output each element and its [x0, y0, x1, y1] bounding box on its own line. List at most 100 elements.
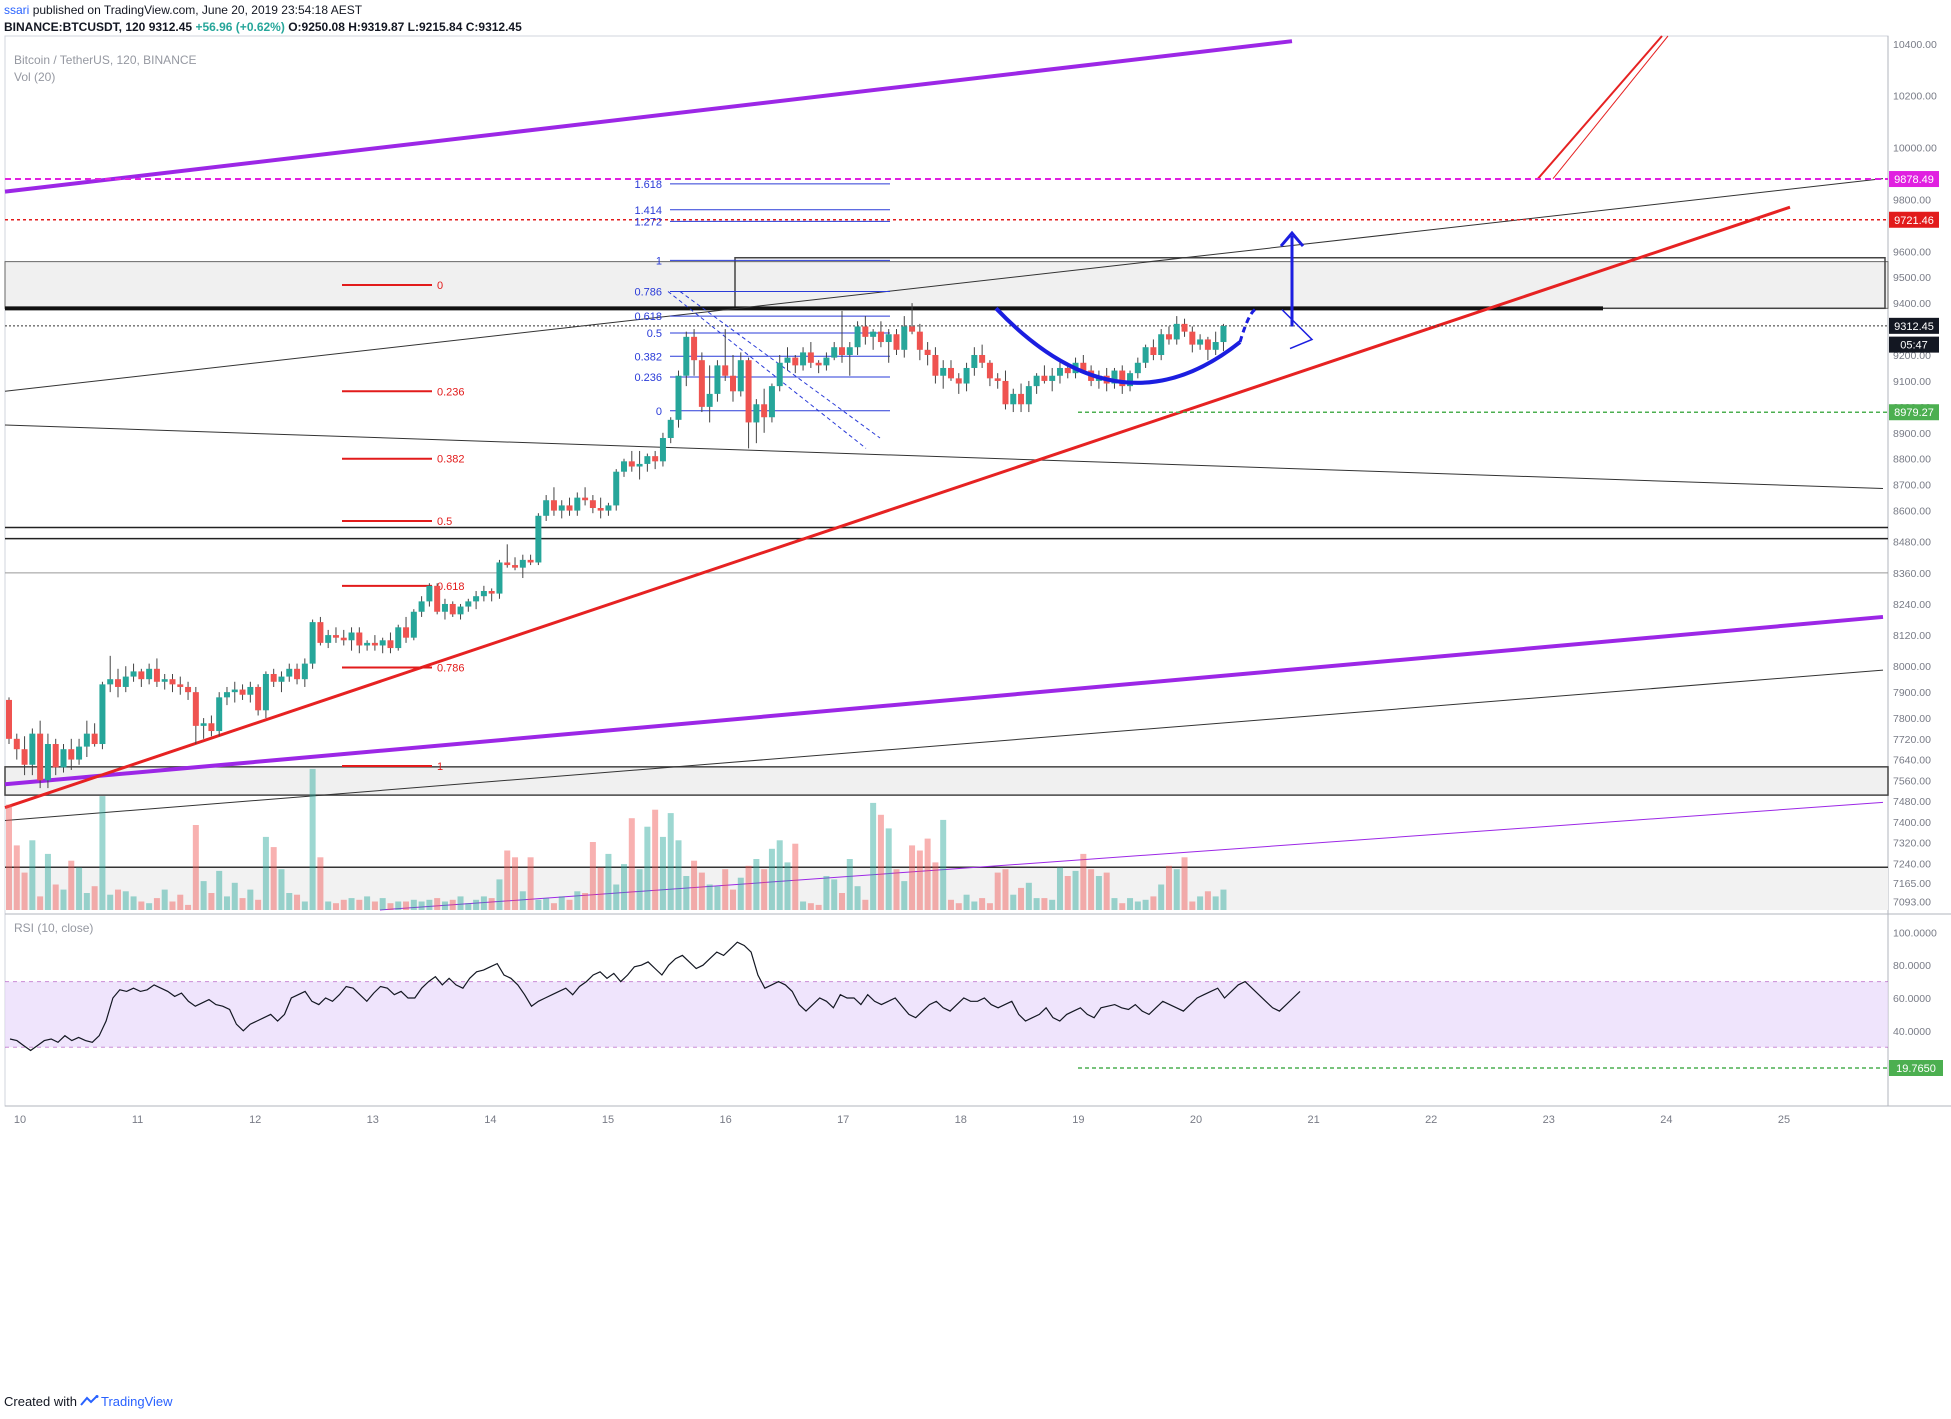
volume-bar [200, 881, 207, 910]
candle-body [504, 562, 511, 566]
volume-bar [99, 796, 106, 910]
volume-bar [169, 901, 176, 910]
volume-bar [21, 872, 28, 910]
candle-body [1033, 375, 1040, 387]
candle-body [870, 331, 877, 337]
candle-body [473, 596, 480, 602]
time-tick-label: 13 [367, 1114, 379, 1126]
candle-body [294, 668, 301, 680]
price-tick-label: 10400.00 [1893, 39, 1937, 51]
rsi-marker-box [1889, 1060, 1943, 1076]
fib-extension-label: 0.236 [634, 372, 662, 384]
candle-body [44, 744, 51, 781]
volume-bar [870, 802, 877, 910]
fib-retracement-label: 0.5 [437, 516, 452, 528]
candle-body [395, 627, 402, 649]
candle-body [807, 352, 814, 363]
candle-body [784, 357, 791, 363]
time-tick-label: 19 [1072, 1114, 1084, 1126]
candle-body [410, 611, 417, 638]
candle-body [659, 437, 666, 462]
time-tick-label: 11 [132, 1114, 143, 1126]
candle-body [286, 668, 293, 677]
volume-bar [216, 870, 223, 910]
volume-bar [60, 889, 67, 910]
price-marker-box [1889, 404, 1939, 421]
volume-bar [838, 893, 845, 910]
candle-body [465, 601, 472, 607]
volume-bar [340, 899, 347, 910]
price-tick-label: 9400.00 [1893, 298, 1931, 310]
candle-body [512, 565, 519, 568]
candle-body [574, 497, 581, 511]
candle-body [262, 673, 269, 711]
published-text: published on TradingView.com, June 20, 2… [32, 3, 363, 17]
candle-body [1220, 325, 1227, 343]
candle-body [986, 362, 993, 379]
volume-bar [761, 869, 768, 910]
price-tick-label: 8900.00 [1893, 428, 1931, 440]
rsi-marker-label: 19.7650 [1896, 1063, 1936, 1075]
candle-body [535, 515, 542, 563]
volume-bar [963, 894, 970, 910]
volume-bar [1025, 882, 1032, 910]
volume-bar [325, 901, 332, 910]
author-link[interactable]: ssari [4, 3, 30, 17]
candle-body [387, 640, 394, 649]
candle-body [550, 500, 557, 511]
candle-body [301, 663, 308, 680]
price-marker-label: 9878.49 [1894, 174, 1934, 186]
candle-body [979, 354, 986, 363]
candle-body [1142, 347, 1149, 363]
candle-body [434, 585, 441, 612]
volume-bar [792, 843, 799, 910]
volume-bar [270, 847, 277, 910]
low-label: L: [407, 20, 419, 34]
candle-body [714, 365, 721, 394]
candle-body [332, 635, 339, 638]
target-arrowhead [1279, 230, 1305, 248]
black-channel-upper [4, 178, 1884, 392]
candle-body [636, 463, 643, 467]
candle-body [753, 404, 760, 423]
volume-bar [192, 825, 199, 910]
candle-body [1150, 347, 1157, 355]
volume-bar [730, 889, 737, 910]
candle-body [76, 746, 83, 760]
candle-body [1002, 380, 1009, 405]
volume-bar [371, 901, 378, 910]
price-marker-box [1889, 171, 1939, 188]
candle-body [745, 360, 752, 423]
candle-body [924, 349, 931, 355]
candle-body [21, 749, 28, 765]
candle-body [621, 461, 628, 472]
demand-zone [4, 766, 1889, 796]
tradingview-brand[interactable]: TradingView [100, 1394, 173, 1409]
purple-channel-lower [4, 614, 1884, 787]
price-tick-label: 7165.00 [1893, 878, 1931, 890]
volume-bar [862, 899, 869, 910]
ohlc-line: BINANCE:BTCUSDT, 120 9312.45 +56.96 (+0.… [4, 20, 522, 34]
candle-body [122, 676, 129, 687]
candle-body [628, 461, 635, 467]
price-tick-label: 9200.00 [1893, 350, 1931, 362]
fib-extension-label: 1.414 [634, 205, 662, 217]
volume-bar [947, 899, 954, 910]
candle-body [768, 386, 775, 418]
fib-diagonal-dashed-2 [679, 291, 881, 439]
candle-body [37, 733, 44, 781]
candle-body [1158, 334, 1165, 355]
candle-body [519, 559, 526, 568]
candle-body [60, 749, 67, 768]
volume-bar [488, 898, 495, 910]
volume-bar [1002, 869, 1009, 910]
volume-bar [403, 901, 410, 910]
black-channel-lower [4, 669, 1884, 822]
price-tick-label: 7720.00 [1893, 734, 1931, 746]
candle-body [208, 723, 215, 732]
volume-bar [885, 828, 892, 910]
volume-bar [1220, 889, 1227, 910]
volume-bar [83, 893, 90, 910]
price-tick-label: 9800.00 [1893, 194, 1931, 206]
